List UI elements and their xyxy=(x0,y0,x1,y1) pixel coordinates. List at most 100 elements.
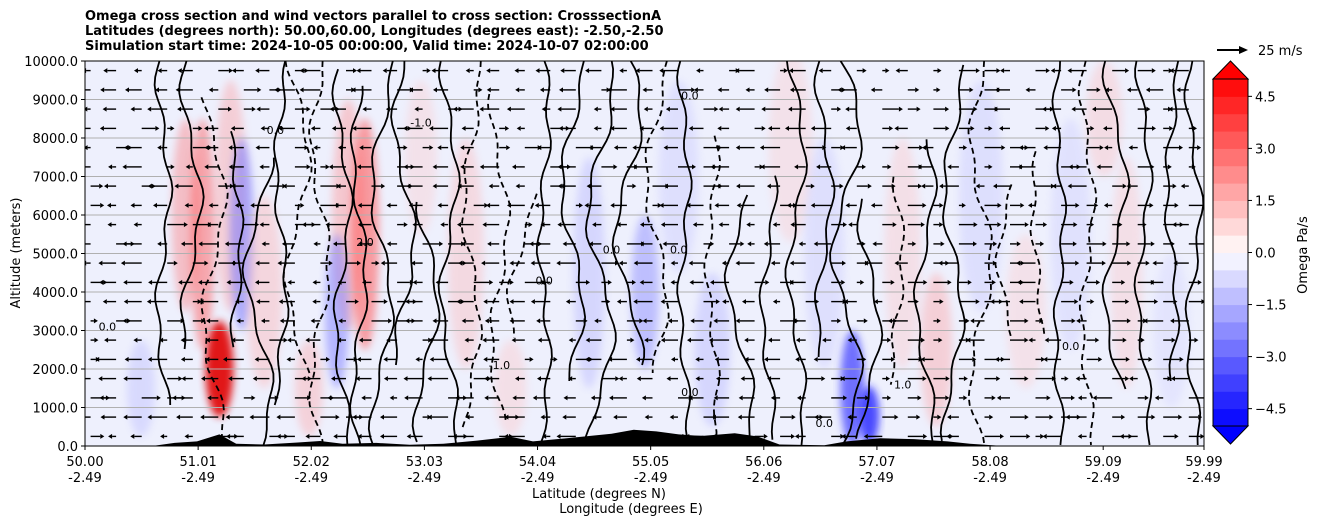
wind-vector-head-422 xyxy=(735,260,740,266)
wind-vector-head-210 xyxy=(972,356,977,362)
colorbar-band-11 xyxy=(1213,217,1248,236)
wind-vector-head-755 xyxy=(256,106,261,112)
wind-vector-head-315 xyxy=(256,299,261,305)
wind-vector-head-129 xyxy=(1144,395,1149,401)
wind-vector-head-398 xyxy=(120,260,125,266)
wind-vector-head-191 xyxy=(463,356,468,362)
contour-line-18 xyxy=(560,61,587,382)
wind-vector-head-583 xyxy=(381,183,386,189)
wind-vector-head-551 xyxy=(659,202,664,208)
wind-vector-head-106 xyxy=(532,395,537,401)
wind-vector-head-127 xyxy=(1077,395,1082,401)
wind-vector-head-869 xyxy=(937,68,942,74)
wind-vector-head-559 xyxy=(870,202,875,208)
wind-vector-head-45 xyxy=(100,414,105,420)
wind-vector-head-616 xyxy=(80,164,84,169)
wind-vector-head-32 xyxy=(923,433,928,439)
wind-vector-head-445 xyxy=(198,241,203,247)
x-tick-label-lat-0: 50.00 xyxy=(66,455,103,470)
wind-vector-head-394 xyxy=(1149,279,1154,285)
wind-vector-head-289 xyxy=(713,318,718,324)
wind-vector-head-78 xyxy=(947,414,952,420)
wind-vector-head-324 xyxy=(483,299,488,305)
contour-label-9: 0.0 xyxy=(670,244,688,257)
contour-line-19 xyxy=(583,61,617,446)
wind-vector-head-544 xyxy=(486,202,491,208)
wind-vector-head-182 xyxy=(223,356,227,362)
wind-vector-head-568 xyxy=(1103,202,1108,208)
wind-vector-head-612 xyxy=(1122,183,1127,189)
wind-vector-head-539 xyxy=(357,202,362,208)
x-tick-label-lon-10: -2.49 xyxy=(1187,471,1221,486)
colorbar-band-9 xyxy=(1213,252,1248,271)
y-tick-label-0: 0.0 xyxy=(57,440,78,455)
wind-vector-head-496 xyxy=(403,222,408,228)
wind-vector-head-768 xyxy=(593,106,598,112)
wind-vector-head-192 xyxy=(483,356,488,362)
wind-vector-head-745 xyxy=(1152,125,1156,131)
wind-vector-head-98 xyxy=(327,395,332,401)
wind-vector-head-698 xyxy=(1043,145,1048,151)
wind-vector-head-365 xyxy=(412,279,417,285)
wind-vector-head-212 xyxy=(995,356,999,362)
wind-vector-head-133 xyxy=(98,376,103,382)
wind-vector-head-567 xyxy=(1094,202,1099,208)
colorbar-band-17 xyxy=(1213,113,1248,132)
wind-vector-head-774 xyxy=(735,106,740,112)
wind-vector-head-345 xyxy=(1019,299,1024,305)
wind-vector-head-218 xyxy=(1179,356,1184,362)
wind-vector-head-754 xyxy=(251,106,256,112)
wind-vector-head-695 xyxy=(1001,145,1006,151)
wind-vector-head-159 xyxy=(767,376,772,382)
wind-vector-head-636 xyxy=(613,164,618,170)
wind-vector-head-663 xyxy=(157,145,162,151)
wind-vector-head-302 xyxy=(1071,318,1076,324)
wind-vector-head-336 xyxy=(815,299,820,305)
wind-vector-head-847 xyxy=(356,68,361,74)
wind-vector-head-99 xyxy=(361,395,366,401)
wind-vector-head-703 xyxy=(1197,145,1202,151)
wind-vector-head-623 xyxy=(259,164,264,170)
wind-vector-head-95 xyxy=(274,395,279,401)
wind-vector-head-222 xyxy=(133,337,138,343)
wind-vector-head-39 xyxy=(1077,433,1082,439)
wind-vector-head-207 xyxy=(891,356,895,362)
title-line-1: Omega cross section and wind vectors par… xyxy=(85,9,662,24)
wind-vector-head-354 xyxy=(123,279,128,285)
wind-vector-head-605 xyxy=(921,183,926,189)
colorbar: 4.5 3.0 1.5 0.0 −1.5 −3.0 −4.5 xyxy=(1211,60,1287,445)
wind-vector-head-6 xyxy=(226,433,231,439)
wind-vector-head-615 xyxy=(1180,183,1185,189)
wind-vector-head-56 xyxy=(380,414,384,420)
wind-vector-head-256 xyxy=(1024,337,1029,343)
wind-vector-head-41 xyxy=(1119,433,1124,439)
wind-vector-head-134 xyxy=(123,376,128,382)
wind-vector-head-772 xyxy=(714,106,719,112)
colorbar-band-19 xyxy=(1213,79,1248,97)
wind-vector-head-281 xyxy=(509,318,514,324)
wind-vector-head-845 xyxy=(299,68,304,74)
wind-vector-head-279 xyxy=(461,318,466,324)
wind-vector-head-832 xyxy=(1104,87,1109,93)
wind-vector-head-534 xyxy=(234,202,239,208)
wind-vector-head-363 xyxy=(362,279,366,285)
title-line-3: Simulation start time: 2024-10-05 00:00:… xyxy=(85,39,649,54)
wind-vector-head-521 xyxy=(1043,222,1048,228)
wind-vector-head-214 xyxy=(1043,356,1048,362)
wind-vector-head-560 xyxy=(922,202,927,208)
x-tick-label-lon-1: -2.49 xyxy=(181,471,215,486)
wind-vector-head-194 xyxy=(553,356,558,362)
wind-vector-head-113 xyxy=(713,395,718,401)
wind-vector-head-121 xyxy=(945,395,950,401)
wind-vector-head-285 xyxy=(639,318,644,324)
wind-vector-head-547 xyxy=(579,202,583,208)
wind-vector-head-729 xyxy=(717,125,722,131)
wind-vector-head-37 xyxy=(1040,433,1045,439)
wind-vector-head-74 xyxy=(847,414,852,420)
wind-vector-head-413 xyxy=(509,260,514,266)
wind-vector-head-607 xyxy=(975,183,980,189)
wind-vector-head-418 xyxy=(633,260,638,266)
wind-vector-head-631 xyxy=(460,164,465,170)
wind-vector-head-771 xyxy=(665,106,670,112)
